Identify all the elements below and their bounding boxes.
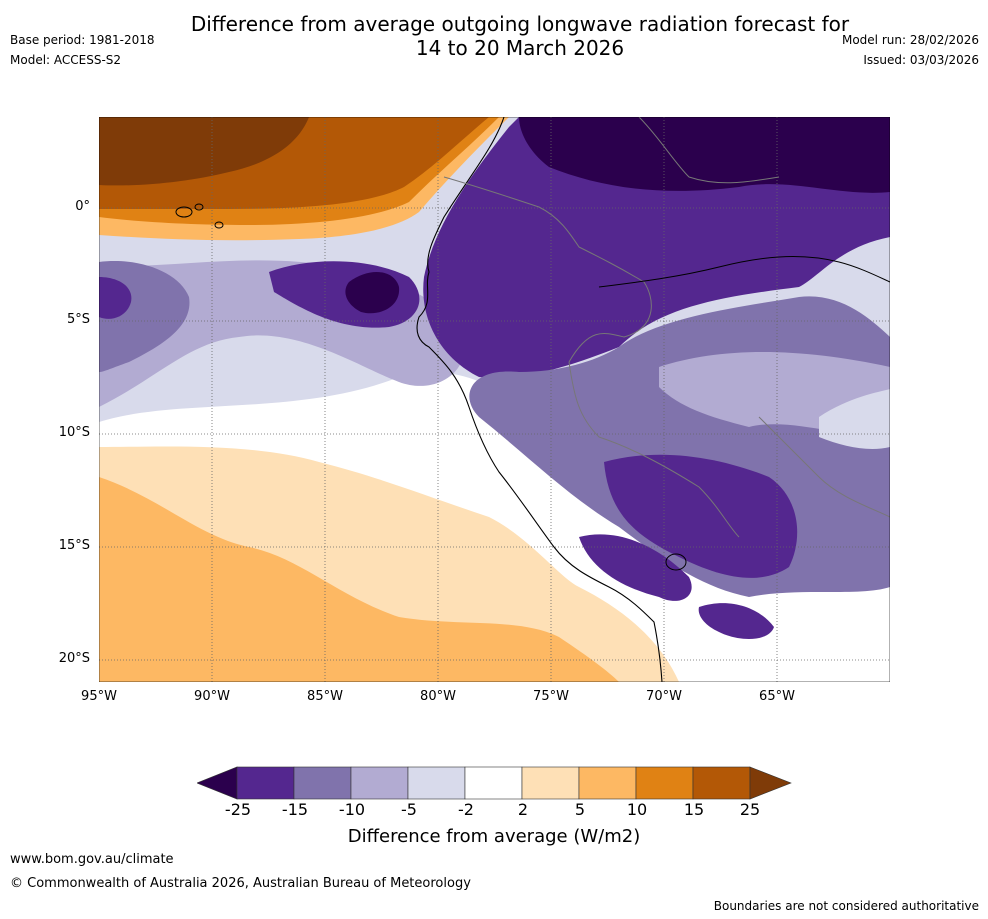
colorbar-segment bbox=[293, 766, 352, 800]
border-colombia-brazil bbox=[638, 117, 780, 184]
galapagos-san-cristobal bbox=[214, 221, 224, 229]
colorbar-segment bbox=[350, 766, 409, 800]
base-period: Base period: 1981-2018 bbox=[10, 33, 155, 47]
colorbar-tick: 5 bbox=[574, 800, 586, 819]
gridlines bbox=[99, 117, 890, 682]
lon-label-70w: 70°W bbox=[646, 689, 682, 704]
negative-anomaly-strong-west bbox=[99, 277, 132, 319]
lat-label-20s: 20°S bbox=[58, 651, 90, 666]
chart-title: Difference from average outgoing longwav… bbox=[0, 12, 988, 60]
disclaimer: Boundaries are not considered authoritat… bbox=[713, 899, 979, 913]
colorbar-tick: -25 bbox=[224, 800, 252, 819]
amazon-river bbox=[598, 256, 890, 288]
colorbar-tick: 10 bbox=[626, 800, 648, 819]
negative-anomaly-strong-andes bbox=[604, 454, 798, 578]
negative-anomaly-strong-bolivia bbox=[698, 603, 774, 639]
website-link[interactable]: www.bom.gov.au/climate bbox=[10, 852, 174, 867]
country-borders bbox=[443, 117, 890, 538]
title-line-2: 14 to 20 March 2026 bbox=[415, 36, 625, 60]
colorbar-tick: -15 bbox=[281, 800, 309, 819]
colorbar-tick: 25 bbox=[739, 800, 761, 819]
positive-anomaly-medium bbox=[99, 477, 619, 682]
colorbar-segment bbox=[464, 766, 523, 800]
galapagos-isabela bbox=[175, 206, 193, 218]
galapagos-santa-cruz bbox=[194, 203, 204, 211]
copyright: © Commonwealth of Australia 2026, Austra… bbox=[10, 876, 471, 891]
model-name: Model: ACCESS-S2 bbox=[10, 53, 122, 67]
colorbar-arrow-low bbox=[196, 766, 238, 800]
border-colombia-peru bbox=[443, 176, 652, 363]
colorbar-segment bbox=[236, 766, 295, 800]
border-bolivia-brazil bbox=[758, 416, 890, 518]
colorbar-title: Difference from average (W/m2) bbox=[347, 826, 641, 847]
meta-left: Base period: 1981-2018 Model: ACCESS-S2 bbox=[10, 30, 155, 70]
lon-label-65w: 65°W bbox=[759, 689, 795, 704]
colorbar-segment bbox=[407, 766, 466, 800]
colorbar-tick: 2 bbox=[517, 800, 529, 819]
galapagos-islands bbox=[175, 203, 224, 229]
issued-date: Issued: 03/03/2026 bbox=[863, 53, 979, 67]
colorbar-tick: -2 bbox=[458, 800, 474, 819]
negative-anomaly-extreme-ocean bbox=[345, 271, 400, 314]
lat-label-15s: 15°S bbox=[58, 538, 90, 553]
colorbar-tick: -5 bbox=[401, 800, 417, 819]
negative-anomaly-strong-south bbox=[579, 534, 692, 601]
lat-label-5s: 5°S bbox=[66, 312, 90, 327]
colorbar-tick: -10 bbox=[338, 800, 366, 819]
anomaly-map-svg bbox=[99, 117, 890, 682]
lon-label-75w: 75°W bbox=[533, 689, 569, 704]
lon-label-80w: 80°W bbox=[420, 689, 456, 704]
positive-anomaly-north-darkest bbox=[99, 117, 309, 186]
lat-label-0: 0° bbox=[75, 199, 90, 214]
border-peru-bolivia bbox=[568, 361, 740, 538]
negative-anomaly-extreme-north bbox=[519, 117, 890, 193]
colorbar-segment bbox=[635, 766, 694, 800]
title-line-1: Difference from average outgoing longwav… bbox=[190, 12, 850, 36]
lon-label-95w: 95°W bbox=[81, 689, 117, 704]
anomaly-map[interactable] bbox=[99, 117, 890, 682]
lon-label-85w: 85°W bbox=[307, 689, 343, 704]
lake-titicaca bbox=[665, 553, 687, 571]
model-run: Model run: 28/02/2026 bbox=[841, 33, 979, 47]
colorbar-segment bbox=[521, 766, 580, 800]
colorbar-segment bbox=[578, 766, 637, 800]
lon-label-90w: 90°W bbox=[194, 689, 230, 704]
colorbar-arrow-high bbox=[749, 766, 792, 800]
colorbar-svg bbox=[196, 766, 792, 800]
lat-label-10s: 10°S bbox=[58, 425, 90, 440]
coastline bbox=[416, 117, 663, 682]
colorbar bbox=[196, 766, 793, 804]
neutral-land-patch bbox=[819, 389, 890, 449]
colorbar-tick: 15 bbox=[683, 800, 705, 819]
meta-right: Model run: 28/02/2026 Issued: 03/03/2026 bbox=[842, 30, 979, 70]
colorbar-segment bbox=[692, 766, 751, 800]
